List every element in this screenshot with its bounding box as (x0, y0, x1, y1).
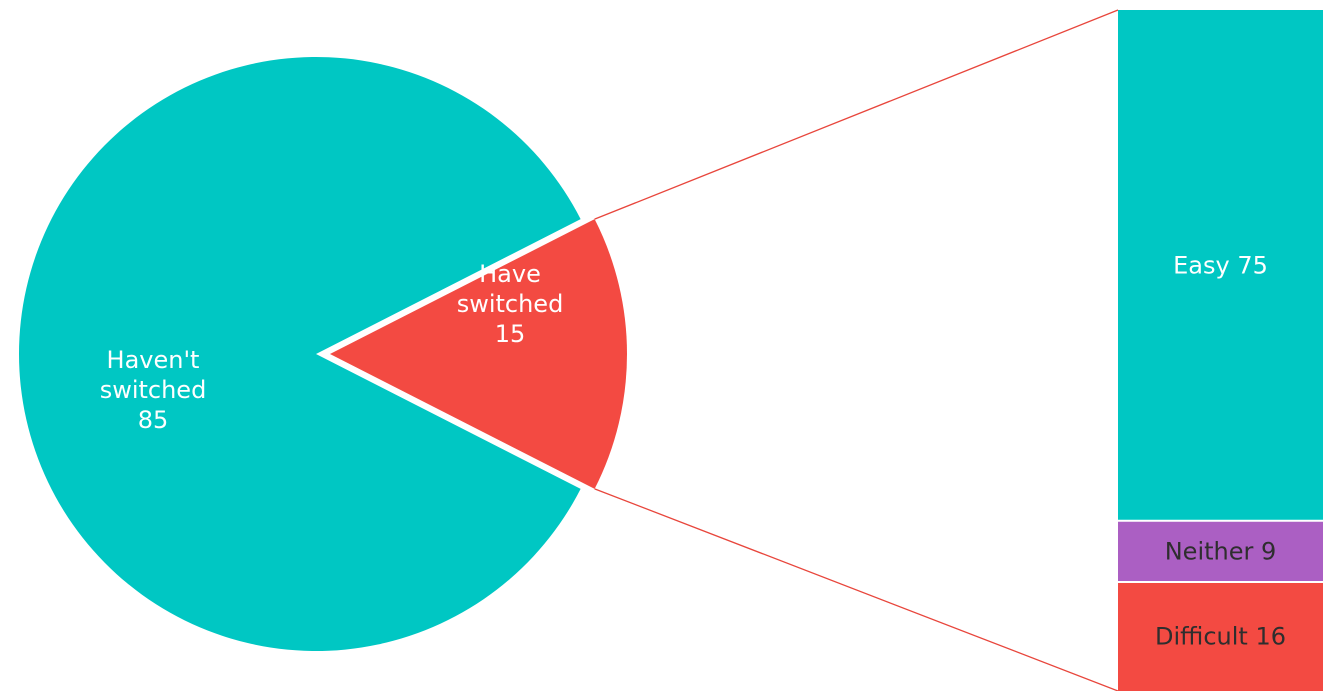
connector-lines (594, 9, 1119, 691)
bar-label-difficult: Difficult 16 (1155, 623, 1286, 651)
pie-label-have-switched: Have switched 15 (457, 260, 564, 348)
stacked-bar (1118, 10, 1323, 691)
bar-label-easy: Easy 75 (1173, 251, 1268, 279)
connector-line-top (594, 9, 1119, 220)
bar-segment-easy (1118, 10, 1323, 521)
bar-label-neither: Neither 9 (1165, 537, 1277, 565)
pie-slice-have-switched (330, 219, 628, 489)
pie-chart (19, 56, 628, 651)
bar-segment-difficult (1118, 582, 1323, 691)
chart-labels: Haven't switched 85 Have switched 15 Easy 75 Ne… (100, 251, 1286, 650)
pie-slice-havent-switched (19, 56, 581, 651)
connector-line-bottom (594, 488, 1119, 691)
pie-label-havent-switched: Haven't switched 85 (100, 346, 207, 434)
bar-segment-neither (1118, 520, 1323, 583)
